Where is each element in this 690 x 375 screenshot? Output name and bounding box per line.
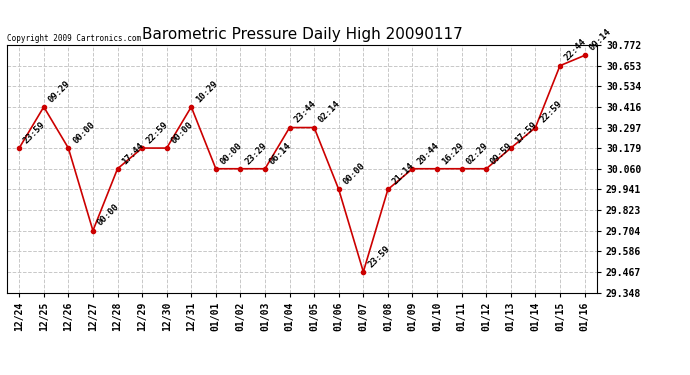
Text: 00:00: 00:00: [170, 120, 195, 145]
Text: 09:14: 09:14: [587, 27, 613, 53]
Text: 02:14: 02:14: [317, 99, 342, 125]
Text: 21:14: 21:14: [391, 161, 416, 187]
Text: 10:29: 10:29: [194, 79, 219, 104]
Text: 22:44: 22:44: [563, 38, 588, 63]
Text: 09:59: 09:59: [489, 141, 514, 166]
Text: 06:14: 06:14: [268, 141, 293, 166]
Text: 17:44: 17:44: [120, 141, 146, 166]
Text: 00:00: 00:00: [219, 141, 244, 166]
Text: 20:44: 20:44: [415, 141, 441, 166]
Text: Copyright 2009 Cartronics.com: Copyright 2009 Cartronics.com: [7, 33, 141, 42]
Text: 09:29: 09:29: [46, 79, 72, 104]
Title: Barometric Pressure Daily High 20090117: Barometric Pressure Daily High 20090117: [141, 27, 462, 42]
Text: 23:44: 23:44: [293, 99, 317, 125]
Text: 00:00: 00:00: [342, 161, 367, 187]
Text: 16:29: 16:29: [440, 141, 465, 166]
Text: 22:59: 22:59: [145, 120, 170, 145]
Text: 23:29: 23:29: [243, 141, 268, 166]
Text: 23:59: 23:59: [22, 120, 48, 145]
Text: 17:59: 17:59: [513, 120, 539, 145]
Text: 00:00: 00:00: [96, 202, 121, 228]
Text: 00:00: 00:00: [71, 120, 97, 145]
Text: 02:29: 02:29: [464, 141, 490, 166]
Text: 22:59: 22:59: [538, 99, 564, 125]
Text: 23:59: 23:59: [366, 244, 391, 269]
